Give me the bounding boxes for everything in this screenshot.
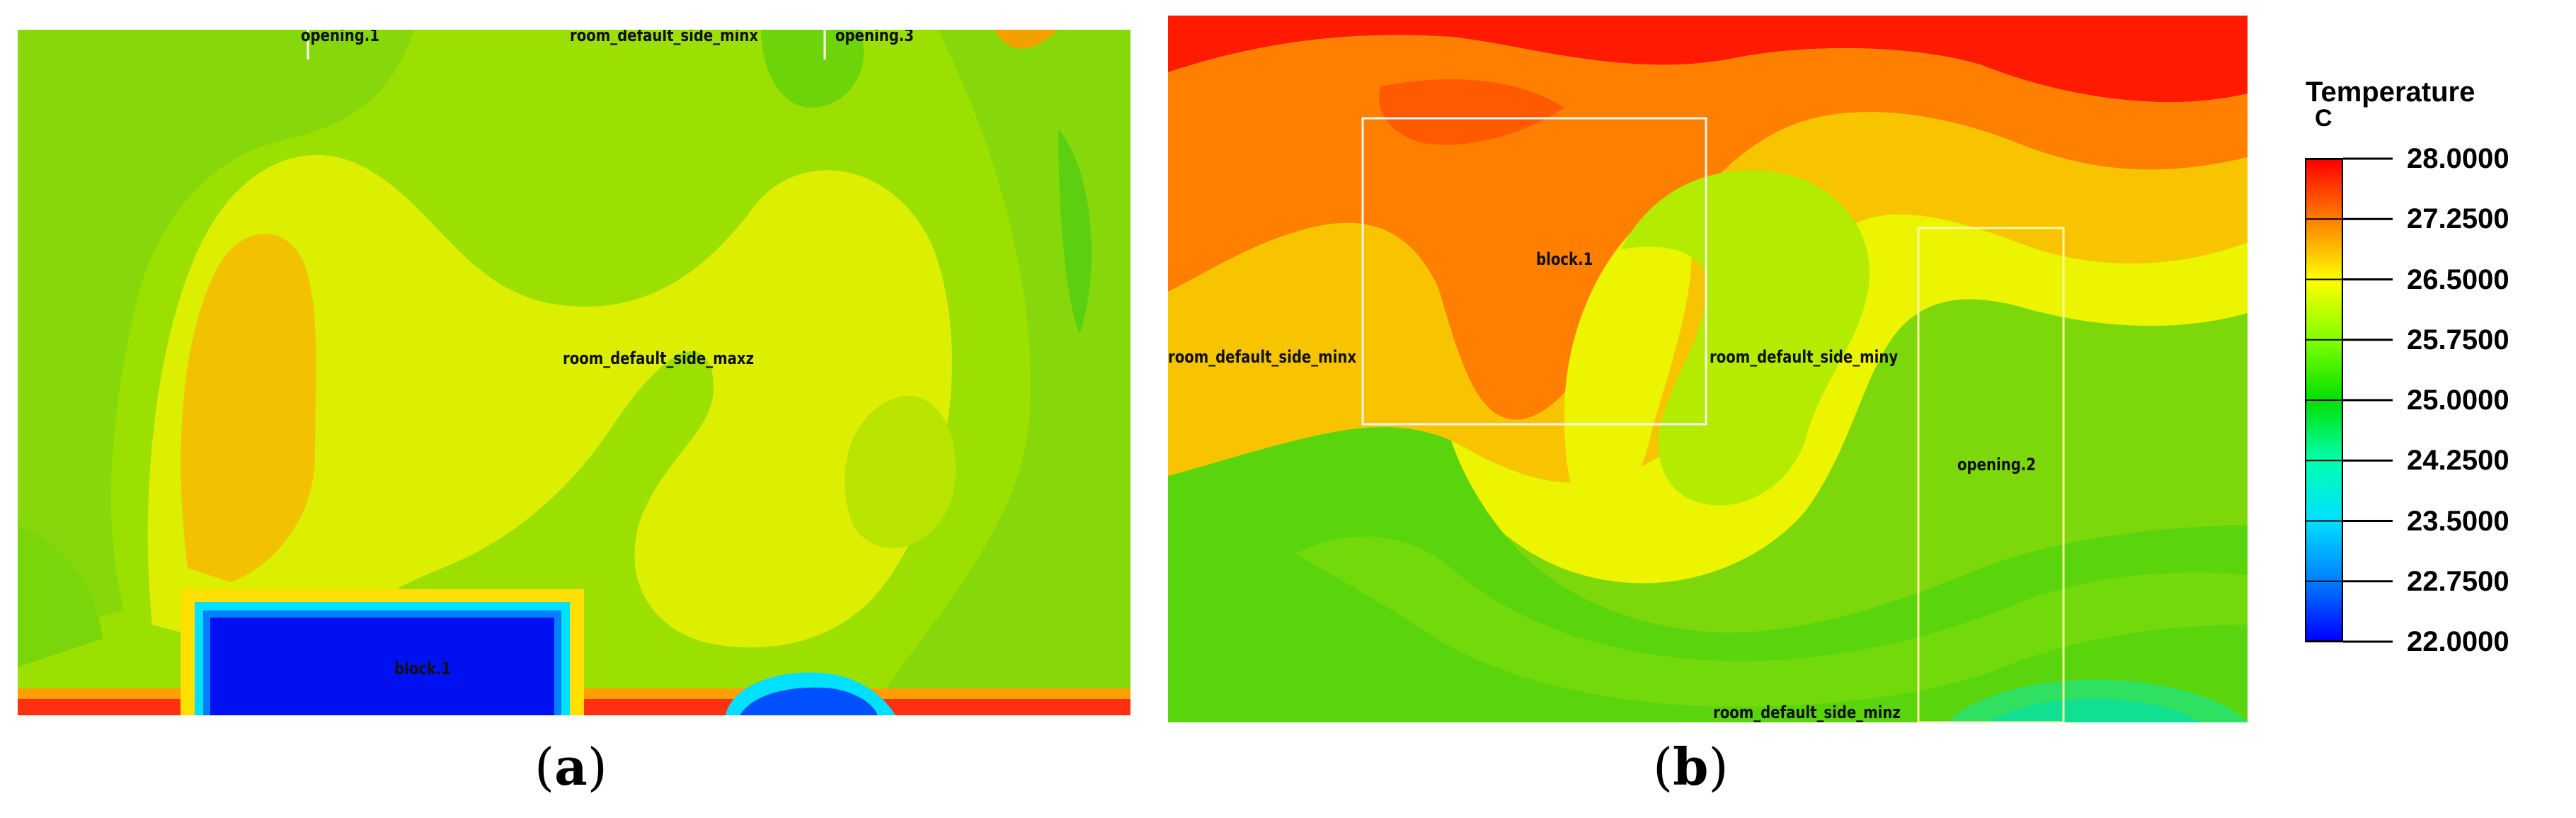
temperature-field-a — [18, 30, 1130, 715]
legend-tick-label: 25.7500 — [2407, 324, 2509, 356]
legend-tick-label: 27.2500 — [2407, 203, 2509, 235]
legend-tick-label: 22.7500 — [2407, 565, 2509, 597]
legend-tick-label: 22.0000 — [2407, 626, 2509, 657]
label-side-minz: room_default_side_minz — [1713, 703, 1901, 722]
contour-plot-b: block.1 room_default_side_minx room_defa… — [1168, 16, 2248, 722]
caption-a: (a) — [534, 737, 607, 797]
label-block-b: block.1 — [1536, 249, 1593, 269]
legend-tick-label: 28.0000 — [2407, 143, 2509, 174]
label-opening-1: opening.1 — [301, 30, 379, 45]
legend-title: Temperature — [2306, 76, 2475, 108]
label-opening-3: opening.3 — [835, 30, 914, 45]
label-block-a: block.1 — [394, 659, 452, 678]
legend-tick-label: 23.5000 — [2407, 505, 2509, 537]
contour-plot-a: opening.1 room_default_side_minx opening… — [18, 30, 1130, 715]
legend-tick-label: 25.0000 — [2407, 385, 2509, 416]
temperature-field-b — [1168, 16, 2248, 722]
legend-tick-label: 26.5000 — [2407, 263, 2509, 295]
label-room-side-maxz: room_default_side_maxz — [563, 348, 755, 368]
label-side-minx: room_default_side_minx — [1168, 347, 1357, 367]
label-side-miny: room_default_side_miny — [1710, 347, 1899, 367]
label-opening-2: opening.2 — [1957, 455, 2036, 475]
caption-b: (b) — [1653, 737, 1729, 797]
legend-unit: C — [2315, 105, 2332, 132]
legend-tick-label: 24.2500 — [2407, 445, 2509, 477]
label-center-top: room_default_side_minx — [570, 30, 759, 45]
color-scale-ticks — [2305, 157, 2393, 643]
